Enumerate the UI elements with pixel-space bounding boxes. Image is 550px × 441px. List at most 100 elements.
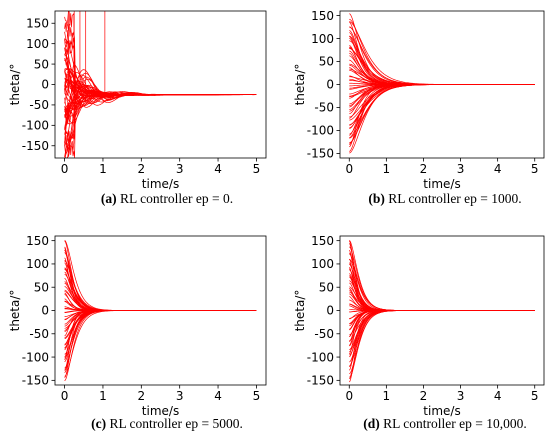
caption-b: (b) RL controller ep = 1000. xyxy=(368,191,522,206)
trajectory-line xyxy=(349,310,535,347)
trajectory-line xyxy=(64,310,257,331)
trajectory-line xyxy=(349,84,535,152)
trajectory-line xyxy=(349,273,535,311)
trajectory-line xyxy=(64,310,257,349)
y-tick-label: 0 xyxy=(41,78,49,92)
y-axis-label: theta/° xyxy=(8,64,22,106)
trajectory-line xyxy=(64,271,257,311)
trajectory-line xyxy=(349,310,535,367)
trajectory-line xyxy=(348,310,535,383)
trajectory-line xyxy=(348,258,535,311)
y-tick-label: 150 xyxy=(311,234,334,248)
trajectory-line xyxy=(349,262,535,311)
trajectory-line xyxy=(64,310,257,340)
trajectory-line xyxy=(349,310,535,367)
trajectory-line xyxy=(64,269,257,311)
x-tick-label: 1 xyxy=(383,389,391,403)
trajectory-line xyxy=(64,310,257,378)
trajectory-line xyxy=(349,276,535,311)
trajectory-line xyxy=(349,275,535,311)
trajectory-line xyxy=(349,310,535,367)
y-tick-label: -50 xyxy=(29,327,49,341)
caption-a: (a) RL controller ep = 0. xyxy=(100,191,234,206)
trajectory-line xyxy=(64,310,257,373)
trajectory-line xyxy=(349,21,535,85)
x-axis-label: time/s xyxy=(423,404,460,418)
y-tick-label: 0 xyxy=(41,304,49,318)
trajectory-line xyxy=(64,310,257,358)
caption-d: (d) RL controller ep = 10,000. xyxy=(363,416,527,431)
x-tick-label: 0 xyxy=(345,162,353,176)
trajectory-line xyxy=(349,246,535,311)
trajectory-line xyxy=(64,273,257,311)
trajectory-line xyxy=(348,243,535,311)
trajectory-line xyxy=(64,310,257,345)
trajectory-line xyxy=(64,282,257,311)
x-tick-label: 1 xyxy=(99,389,107,403)
trajectory-line xyxy=(349,36,535,85)
trajectory-line xyxy=(349,280,535,311)
series-lines xyxy=(349,13,535,154)
x-tick-label: 5 xyxy=(531,389,539,403)
trajectory-line xyxy=(64,310,257,355)
trajectory-line xyxy=(64,310,257,346)
y-tick-label: -50 xyxy=(314,101,334,115)
trajectory-line xyxy=(64,310,257,377)
trajectory-line xyxy=(349,84,535,126)
trajectory-line xyxy=(64,262,257,311)
x-tick-label: 3 xyxy=(457,162,465,176)
y-tick-label: -50 xyxy=(314,327,334,341)
trajectory-line xyxy=(64,248,257,311)
trajectory-line xyxy=(64,31,257,97)
trajectory-line xyxy=(64,72,257,158)
y-tick-label: 0 xyxy=(326,304,334,318)
x-tick-label: 4 xyxy=(214,162,222,176)
trajectory-line xyxy=(64,74,257,142)
y-axis-label: theta/° xyxy=(293,290,307,332)
y-tick-label: -50 xyxy=(29,98,49,112)
trajectory-line xyxy=(349,310,535,363)
y-tick-label: -150 xyxy=(307,147,334,161)
y-tick-label: -100 xyxy=(307,350,334,364)
chart-panel-c: 0 1 2 3 4 5 -150 -100 -50 0 50 100 150 time/s theta/° xyxy=(8,234,267,418)
y-tick-label: -100 xyxy=(22,350,49,364)
trajectory-line xyxy=(349,310,535,337)
x-tick-label: 2 xyxy=(420,162,428,176)
trajectory-line xyxy=(64,310,257,362)
y-tick-label: 100 xyxy=(311,257,334,271)
trajectory-line xyxy=(64,240,257,311)
trajectory-line xyxy=(349,310,535,380)
trajectory-line xyxy=(64,310,257,329)
y-tick-label: 100 xyxy=(26,257,49,271)
y-tick-label: 50 xyxy=(319,280,334,294)
trajectory-line xyxy=(349,268,535,311)
trajectory-line xyxy=(349,296,535,311)
x-tick-label: 3 xyxy=(176,389,184,403)
x-axis-label: time/s xyxy=(142,404,179,418)
chart-panel-b: 0 1 2 3 4 5 -150 -100 -50 0 50 100 150 time/s theta/° xyxy=(293,9,545,191)
trajectory-line xyxy=(64,257,257,311)
trajectory-line xyxy=(349,282,535,311)
y-tick-label: -100 xyxy=(307,124,334,138)
series-lines xyxy=(64,240,257,381)
x-tick-label: 0 xyxy=(61,162,69,176)
trajectory-line xyxy=(349,84,535,126)
y-tick-label: -150 xyxy=(22,139,49,153)
trajectory-line xyxy=(349,263,535,311)
trajectory-line xyxy=(349,310,535,352)
x-tick-label: 1 xyxy=(99,162,107,176)
y-tick-label: 100 xyxy=(311,32,334,46)
x-tick-label: 5 xyxy=(531,162,539,176)
trajectory-line xyxy=(64,249,257,311)
trajectory-line xyxy=(64,90,257,156)
trajectory-line xyxy=(349,310,535,346)
y-tick-label: 0 xyxy=(326,78,334,92)
x-tick-label: 2 xyxy=(137,389,145,403)
trajectory-line xyxy=(64,64,257,148)
trajectory-line xyxy=(64,310,257,338)
x-tick-label: 4 xyxy=(494,389,502,403)
trajectory-line xyxy=(64,30,257,97)
trajectory-line xyxy=(348,267,535,311)
trajectory-line xyxy=(64,268,257,311)
